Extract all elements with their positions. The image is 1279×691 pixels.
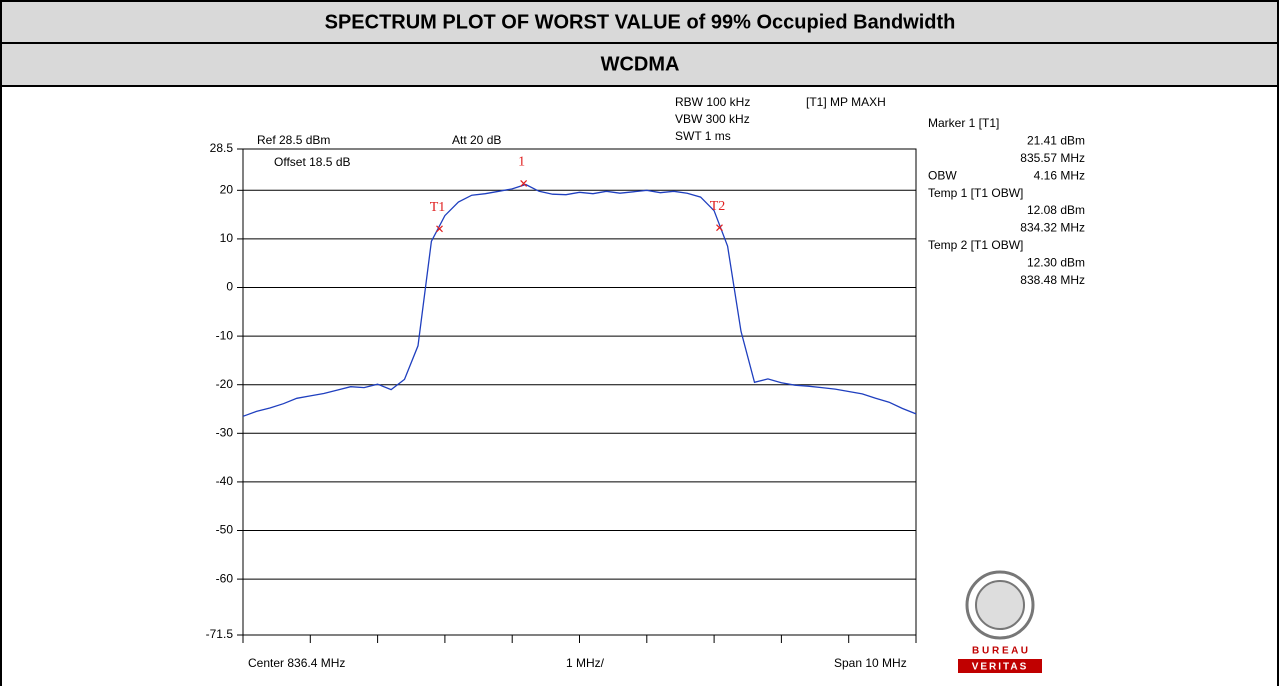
readout-value: 12.08 dBm [1027, 203, 1085, 217]
subtitle: WCDMA [601, 53, 680, 75]
logo-seal-inner [975, 580, 1025, 630]
title-row [0, 0, 1279, 44]
marker [716, 224, 723, 232]
marker [520, 180, 528, 187]
readout-value: 838.48 MHz [1020, 273, 1085, 287]
plot-frame [242, 148, 917, 636]
logo-box [958, 659, 1042, 673]
readout-value: 834.32 MHz [1020, 221, 1085, 235]
readout-value: 12.30 dBm [1027, 255, 1085, 269]
y-tick-label: -30 [216, 425, 234, 439]
marker [436, 225, 443, 233]
swt: SWT 1 ms [675, 129, 731, 143]
logo: B U R E A U VERITAS [958, 570, 1042, 673]
y-tick-label: -40 [216, 474, 234, 488]
readout-label: Temp 1 [T1 OBW] [928, 186, 1023, 200]
rbw: RBW 100 kHz [675, 95, 750, 109]
trace-mode: [T1] MP MAXH [806, 95, 886, 109]
readout-label: Marker 1 [T1] [928, 116, 999, 130]
readout-value: 21.41 dBm [1027, 134, 1085, 148]
logo-bottom: VERITAS [972, 662, 1029, 673]
attenuation: Att 20 dB [452, 133, 501, 147]
readout-label: Temp 2 [T1 OBW] [928, 238, 1023, 252]
y-tick-label: -20 [216, 377, 234, 391]
marker-label: T2 [710, 199, 726, 214]
y-tick-label: -10 [216, 328, 234, 342]
readout-value: 4.16 MHz [1034, 168, 1085, 182]
y-tick-label: 20 [220, 182, 234, 196]
y-tick-label: -60 [216, 571, 234, 585]
y-tick-label: 10 [220, 231, 234, 245]
subtitle-row [0, 42, 1279, 87]
y-tick-label: -50 [216, 523, 234, 537]
marker-label: 1 [518, 155, 525, 170]
logo-top: B U R E A U [972, 646, 1028, 657]
vbw: VBW 300 kHz [675, 112, 750, 126]
readout-value: 835.57 MHz [1020, 151, 1085, 165]
center-freq: Center 836.4 MHz [248, 656, 345, 670]
division: 1 MHz/ [566, 656, 605, 670]
trace [242, 183, 917, 417]
y-tick-label: -71.5 [206, 627, 234, 641]
offset: Offset 18.5 dB [274, 155, 351, 169]
title: SPECTRUM PLOT OF WORST VALUE of 99% Occu… [325, 11, 956, 33]
span: Span 10 MHz [834, 656, 907, 670]
y-tick-label: 0 [226, 280, 233, 294]
readout-label: OBW [928, 168, 957, 182]
y-tick-label: 28.5 [210, 141, 234, 155]
marker-label: T1 [430, 200, 446, 215]
ref-level: Ref 28.5 dBm [257, 133, 330, 147]
